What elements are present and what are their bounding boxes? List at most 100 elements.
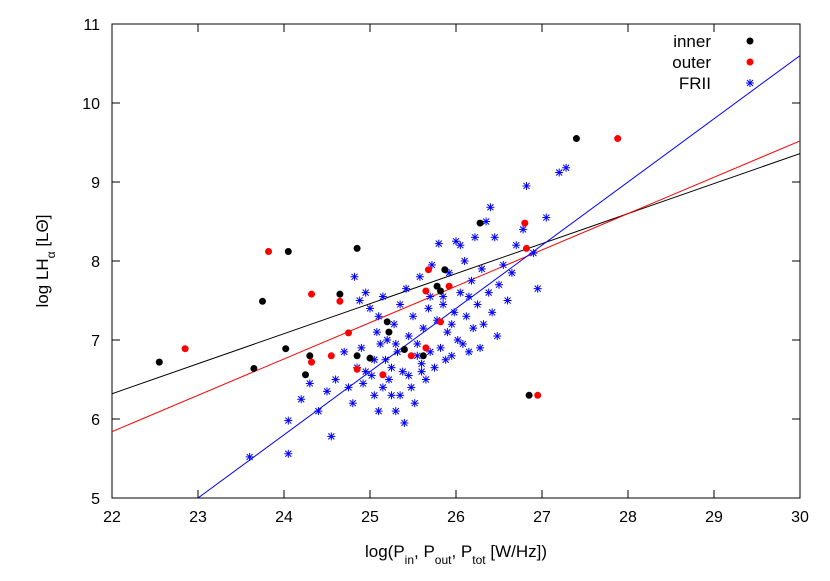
- point-frii: [374, 312, 383, 321]
- point-frii: [387, 391, 396, 400]
- point-frii: [522, 181, 531, 190]
- point-frii: [562, 163, 571, 172]
- point-frii: [464, 347, 473, 356]
- legend-label-inner: inner: [673, 32, 711, 51]
- point-frii: [512, 241, 521, 250]
- point-frii: [366, 304, 374, 313]
- point-inner: [419, 352, 427, 360]
- point-frii: [458, 339, 467, 348]
- point-outer: [422, 287, 430, 295]
- point-frii: [391, 407, 400, 416]
- x-tick-label: 23: [189, 509, 207, 526]
- legend-marker-frii: [746, 79, 754, 87]
- point-outer: [407, 352, 415, 360]
- point-inner: [353, 244, 361, 252]
- point-inner: [476, 219, 484, 227]
- point-outer: [336, 297, 344, 305]
- legend-marker-inner: [746, 37, 754, 45]
- point-inner: [525, 391, 533, 399]
- point-frii: [450, 308, 459, 317]
- point-frii: [348, 399, 357, 408]
- point-frii: [396, 300, 405, 309]
- fit-line-outer: [112, 140, 800, 433]
- point-outer: [181, 345, 189, 353]
- x-tick-label: 30: [791, 509, 809, 526]
- data-points: [155, 135, 622, 461]
- point-frii: [443, 328, 452, 337]
- point-outer: [345, 329, 352, 337]
- x-tick-label: 29: [705, 509, 723, 526]
- y-tick-label: 10: [82, 96, 100, 113]
- point-frii: [467, 276, 476, 285]
- point-frii: [421, 375, 430, 384]
- point-frii: [439, 292, 448, 301]
- point-frii: [430, 363, 439, 372]
- point-frii: [384, 375, 393, 384]
- y-tick-label: 5: [91, 491, 100, 508]
- y-tick-label: 9: [91, 175, 100, 192]
- point-frii: [355, 296, 364, 305]
- point-inner: [366, 354, 374, 362]
- point-inner: [284, 248, 292, 256]
- point-inner: [336, 290, 344, 298]
- point-frii: [361, 367, 370, 376]
- point-frii: [424, 304, 433, 313]
- point-frii: [372, 328, 381, 337]
- point-frii: [447, 320, 456, 329]
- point-frii: [383, 336, 392, 344]
- x-axis-label: log(Pin, Pout, Ptot [W/Hz]): [365, 542, 547, 567]
- legend-entry-frii: FRII: [679, 74, 754, 93]
- point-frii: [357, 343, 366, 352]
- point-frii: [297, 395, 306, 404]
- point-frii: [393, 347, 402, 356]
- point-frii: [476, 343, 485, 352]
- y-axis-label: log LHα [LΘ]: [33, 215, 58, 308]
- x-tick-label: 26: [447, 509, 465, 526]
- point-inner: [250, 364, 258, 372]
- point-outer: [534, 391, 542, 399]
- point-frii: [473, 300, 482, 309]
- x-tick-label: 22: [103, 509, 121, 526]
- point-frii: [284, 449, 293, 458]
- point-frii: [507, 268, 516, 277]
- point-frii: [434, 239, 443, 248]
- point-frii: [376, 339, 385, 348]
- point-frii: [477, 264, 486, 273]
- point-frii: [245, 452, 254, 461]
- point-inner: [302, 371, 309, 379]
- legend-entry-outer: outer: [672, 53, 754, 72]
- y-tick-label: 7: [91, 333, 100, 350]
- point-frii: [361, 288, 370, 297]
- point-frii: [542, 213, 551, 222]
- point-frii: [305, 379, 314, 388]
- point-frii: [327, 432, 336, 441]
- point-frii: [486, 203, 495, 212]
- point-outer: [308, 290, 316, 298]
- x-tick-label: 28: [619, 509, 637, 526]
- point-frii: [390, 320, 399, 329]
- y-tick-label: 11: [83, 17, 100, 34]
- point-frii: [402, 284, 411, 293]
- point-frii: [460, 257, 469, 265]
- point-frii: [533, 284, 542, 293]
- point-frii: [495, 280, 503, 289]
- point-frii: [284, 416, 293, 425]
- point-inner: [353, 352, 361, 360]
- point-frii: [484, 288, 493, 297]
- point-inner: [572, 135, 580, 143]
- point-outer: [422, 344, 430, 352]
- point-frii: [529, 249, 538, 258]
- point-frii: [499, 260, 508, 269]
- point-frii: [323, 387, 331, 396]
- legend: inner outer FRII: [672, 32, 754, 93]
- point-frii: [441, 355, 450, 364]
- point-frii: [359, 379, 368, 388]
- point-frii: [470, 233, 479, 242]
- point-outer: [424, 266, 432, 274]
- point-inner: [306, 352, 314, 360]
- fit-line-frii: [197, 55, 800, 498]
- point-frii: [410, 399, 419, 408]
- point-frii: [555, 168, 564, 177]
- point-frii: [344, 383, 353, 392]
- point-frii: [407, 383, 416, 392]
